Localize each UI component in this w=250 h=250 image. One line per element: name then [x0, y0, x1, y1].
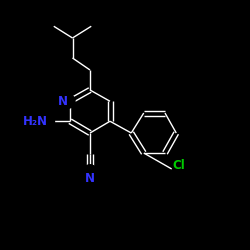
Text: N: N — [85, 172, 95, 185]
Circle shape — [172, 165, 186, 179]
Circle shape — [61, 94, 75, 108]
Circle shape — [40, 114, 54, 128]
Text: H₂N: H₂N — [22, 115, 48, 128]
Text: Cl: Cl — [172, 159, 185, 172]
Circle shape — [83, 165, 97, 179]
Text: N: N — [58, 95, 68, 108]
